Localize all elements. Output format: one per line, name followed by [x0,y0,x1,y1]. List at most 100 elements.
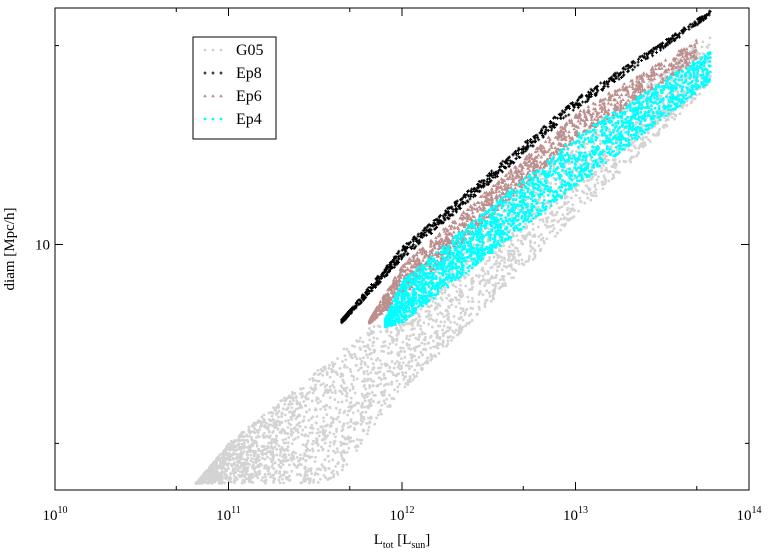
data-point [565,167,569,171]
data-point [261,456,264,460]
data-point [228,458,232,462]
data-point [256,459,260,463]
data-point [470,278,474,281]
data-point [385,397,389,401]
data-point [219,461,223,465]
data-point [408,375,412,378]
data-point [631,141,634,145]
data-point [288,474,291,478]
data-point [304,404,307,407]
data-point [363,377,367,381]
data-point [506,249,510,253]
data-point [347,409,351,413]
data-point [341,428,345,431]
data-point [355,377,359,381]
data-point [586,196,590,200]
data-point [260,478,263,482]
data-point [508,245,511,249]
data-point [440,291,444,295]
data-point [330,361,334,365]
data-point [392,366,396,370]
data-point [420,330,424,334]
data-point [398,323,402,327]
data-point [581,189,584,193]
data-point [425,233,429,237]
data-point [429,354,433,357]
data-point [278,453,282,457]
data-point [211,466,215,470]
data-point [240,438,244,442]
data-point [408,367,411,371]
data-point [349,418,353,421]
data-point [223,473,227,477]
data-point [376,383,380,387]
data-point [280,398,284,402]
data-point [531,228,535,231]
data-point [319,399,322,403]
data-point [335,430,338,433]
data-point [322,474,326,477]
data-point [235,460,239,464]
data-point [304,445,308,449]
data-point [445,296,449,300]
data-point [245,438,249,442]
data-point [378,325,382,329]
data-point [500,268,504,272]
data-point [673,117,676,121]
data-point [304,448,308,452]
data-point [339,440,343,444]
data-point [277,415,280,419]
data-point [414,346,418,349]
data-point [352,421,355,425]
data-point [545,218,549,221]
data-point [264,475,267,479]
data-point [549,212,552,215]
data-point [477,300,481,304]
data-point [241,471,245,475]
data-point [242,430,246,434]
data-point [298,472,302,476]
data-point [274,469,278,473]
data-point [485,289,489,293]
data-point [467,314,471,317]
data-point [344,394,348,398]
data-point [304,479,308,483]
data-point [404,363,408,367]
data-point [391,336,395,340]
data-point [369,357,373,361]
data-point [618,160,621,164]
data-point [506,258,510,262]
data-point [388,334,391,338]
data-point [287,421,291,425]
data-point [310,431,314,435]
data-point [258,419,262,423]
data-point [488,255,491,259]
data-point [268,418,272,422]
data-point [265,434,269,438]
data-point [661,125,665,129]
data-point [364,387,368,391]
data-point [379,330,383,334]
data-point [287,453,291,457]
data-point [538,218,542,222]
data-point [483,284,487,288]
data-point [540,177,543,181]
data-point [410,359,414,363]
data-point [447,305,451,308]
data-point [328,363,331,367]
data-point [353,345,357,348]
data-point [707,43,711,47]
data-point [341,465,345,469]
data-point [290,451,294,455]
data-point [272,406,275,410]
data-point [314,387,318,391]
data-point [273,445,277,449]
data-point [429,313,433,317]
data-point [300,481,304,485]
data-point [281,473,285,477]
data-point [327,449,330,453]
data-point [218,477,222,481]
data-point [458,287,462,291]
data-point [372,336,376,340]
